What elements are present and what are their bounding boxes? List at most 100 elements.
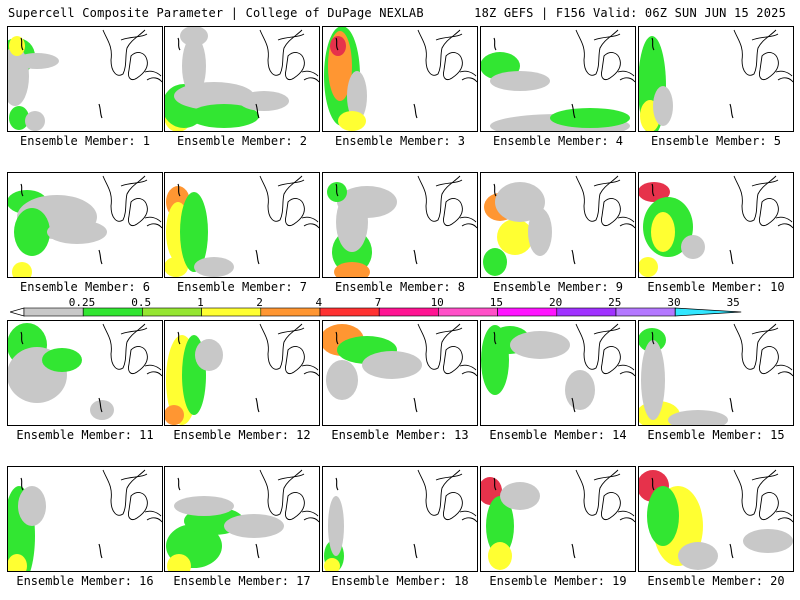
colorbar-segment — [319, 307, 380, 317]
ensemble-member-map — [7, 320, 163, 426]
colorbar-tick-label: 25 — [608, 296, 622, 309]
great-lakes-outline — [493, 29, 636, 119]
ensemble-member-map — [638, 466, 794, 572]
colorbar-tick-label: 0.5 — [131, 296, 152, 309]
panel-border — [164, 172, 320, 278]
colorbar-segment — [378, 307, 439, 317]
member-label: Ensemble Member: 11 — [16, 428, 154, 442]
panel-border — [480, 320, 636, 426]
map-title: Supercell Composite Parameter | College … — [8, 6, 424, 20]
scp-contour-area — [164, 257, 188, 277]
scp-contour-area — [490, 71, 550, 91]
scp-contour-area — [668, 410, 728, 426]
colorbar-tick-label: 0.25 — [68, 296, 96, 309]
ensemble-member-map — [7, 26, 163, 132]
scp-contour-area — [330, 36, 346, 56]
great-lakes-outline — [20, 29, 163, 119]
scp-contour-area — [167, 554, 191, 572]
member-map-svg — [322, 320, 478, 426]
member-label: Ensemble Member: 4 — [492, 134, 624, 148]
scp-contour-area — [338, 111, 366, 131]
great-lakes-outline — [493, 323, 636, 413]
member-map-svg — [164, 320, 320, 426]
panel-border — [638, 320, 794, 426]
scp-contour-area — [681, 235, 705, 259]
scp-contour-area — [15, 53, 59, 69]
member-label: Ensemble Member: 19 — [489, 574, 627, 588]
scp-contours — [7, 190, 107, 278]
great-lakes-outline — [20, 469, 163, 559]
ensemble-member-map — [7, 466, 163, 572]
panel-border — [638, 172, 794, 278]
member-label: Ensemble Member: 13 — [331, 428, 469, 442]
member-label: Ensemble Member: 8 — [334, 280, 466, 294]
scp-contour-area — [195, 339, 223, 371]
scp-contour-area — [347, 71, 367, 121]
panel-border — [164, 26, 320, 132]
scp-contours — [480, 477, 540, 570]
member-label: Ensemble Member: 18 — [331, 574, 469, 588]
scp-contour-area — [9, 36, 25, 56]
scp-contours — [480, 52, 630, 132]
ensemble-member-map — [7, 172, 163, 278]
scp-contours — [638, 470, 793, 570]
panel-border — [638, 466, 794, 572]
great-lakes-outline — [177, 323, 320, 413]
scp-contour-area — [743, 529, 793, 553]
ensemble-member-map — [638, 172, 794, 278]
scp-contours — [327, 182, 397, 278]
scp-contour-area — [328, 496, 344, 556]
scp-contours — [638, 36, 673, 132]
colorbar-segment — [615, 307, 676, 317]
scp-contour-area — [638, 182, 670, 202]
scp-contour-area — [678, 542, 718, 570]
panel-border — [480, 172, 636, 278]
member-map-svg — [7, 172, 163, 278]
member-map-svg — [164, 26, 320, 132]
panel-border — [7, 26, 163, 132]
member-map-svg — [480, 26, 636, 132]
scp-contour-area — [12, 262, 32, 278]
member-label: Ensemble Member: 10 — [647, 280, 785, 294]
great-lakes-outline — [335, 175, 478, 265]
ensemble-member-map — [638, 26, 794, 132]
panel-border — [7, 172, 163, 278]
member-map-svg — [638, 172, 794, 278]
scp-contour-area — [9, 106, 29, 130]
member-label: Ensemble Member: 14 — [489, 428, 627, 442]
colorbar-segment — [556, 307, 617, 317]
panel-border — [480, 466, 636, 572]
colorbar-segment — [201, 307, 262, 317]
scp-contour-area — [189, 104, 259, 128]
scp-contour-area — [653, 86, 673, 126]
colorbar-tick-label: 30 — [667, 296, 681, 309]
scp-contour-area — [497, 219, 533, 255]
scp-contours — [638, 328, 728, 426]
panel-border — [322, 466, 478, 572]
scp-contour-area — [194, 257, 234, 277]
colorbar-tick-label: 10 — [430, 296, 444, 309]
scp-contours — [166, 496, 284, 572]
scp-contours — [164, 186, 234, 277]
great-lakes-outline — [177, 29, 320, 119]
panel-border — [164, 466, 320, 572]
member-map-svg — [7, 26, 163, 132]
scp-contours — [7, 323, 114, 420]
panel-border — [322, 26, 478, 132]
member-label: Ensemble Member: 15 — [647, 428, 785, 442]
scp-contours — [7, 36, 59, 131]
scp-contour-area — [14, 208, 50, 256]
scp-contour-area — [565, 370, 595, 410]
member-map-svg — [480, 172, 636, 278]
colorbar-left-arrow — [10, 307, 25, 317]
scp-contours — [481, 325, 595, 410]
colorbar-tick-label: 4 — [315, 296, 323, 309]
scp-contour-area — [90, 400, 114, 420]
scp-contour-area — [182, 36, 206, 96]
member-map-svg — [638, 26, 794, 132]
scp-contour-area — [483, 248, 507, 276]
colorbar — [10, 307, 742, 317]
colorbar-segment — [438, 307, 498, 317]
ensemble-member-map — [164, 320, 320, 426]
member-label: Ensemble Member: 3 — [334, 134, 466, 148]
